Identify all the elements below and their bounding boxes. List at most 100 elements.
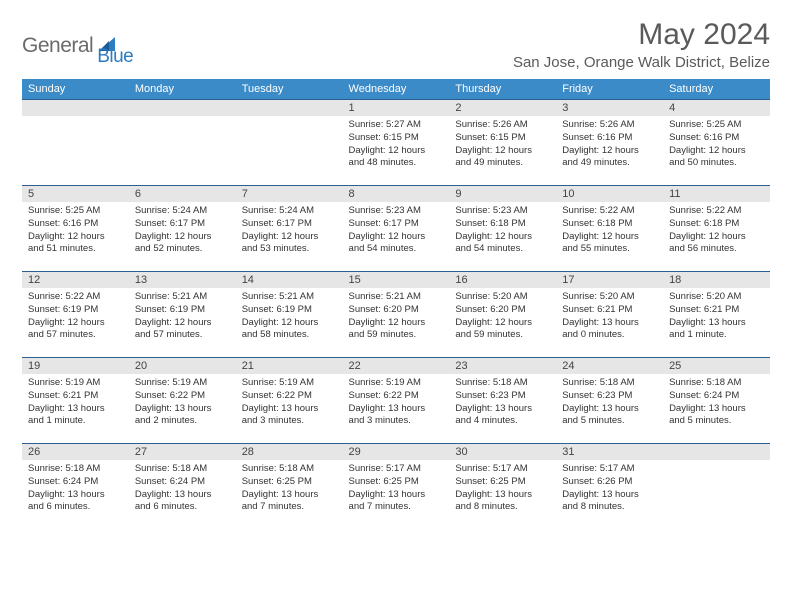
day-info: Sunrise: 5:18 AMSunset: 6:24 PMDaylight:…	[22, 460, 129, 516]
info-line: Sunset: 6:16 PM	[669, 132, 764, 145]
info-line: Daylight: 13 hours	[349, 489, 444, 502]
info-line: and 1 minute.	[28, 415, 123, 428]
info-line: Sunset: 6:19 PM	[135, 304, 230, 317]
info-line: Sunrise: 5:22 AM	[28, 291, 123, 304]
day-cell: 1Sunrise: 5:27 AMSunset: 6:15 PMDaylight…	[343, 100, 450, 186]
day-number: 2	[449, 100, 556, 116]
day-info: Sunrise: 5:21 AMSunset: 6:19 PMDaylight:…	[129, 288, 236, 344]
day-number: 30	[449, 444, 556, 460]
day-cell: 28Sunrise: 5:18 AMSunset: 6:25 PMDayligh…	[236, 444, 343, 530]
info-line: Daylight: 12 hours	[562, 145, 657, 158]
day-info: Sunrise: 5:22 AMSunset: 6:19 PMDaylight:…	[22, 288, 129, 344]
info-line: Daylight: 13 hours	[669, 403, 764, 416]
info-line: Daylight: 12 hours	[349, 317, 444, 330]
info-line: and 55 minutes.	[562, 243, 657, 256]
info-line: Sunset: 6:17 PM	[135, 218, 230, 231]
day-cell: 10Sunrise: 5:22 AMSunset: 6:18 PMDayligh…	[556, 186, 663, 272]
info-line: and 3 minutes.	[349, 415, 444, 428]
day-cell: 15Sunrise: 5:21 AMSunset: 6:20 PMDayligh…	[343, 272, 450, 358]
day-cell: 7Sunrise: 5:24 AMSunset: 6:17 PMDaylight…	[236, 186, 343, 272]
dayhead-thu: Thursday	[449, 79, 556, 100]
day-cell: 23Sunrise: 5:18 AMSunset: 6:23 PMDayligh…	[449, 358, 556, 444]
day-info: Sunrise: 5:20 AMSunset: 6:21 PMDaylight:…	[663, 288, 770, 344]
info-line: Daylight: 13 hours	[135, 489, 230, 502]
day-cell	[663, 444, 770, 530]
info-line: and 59 minutes.	[455, 329, 550, 342]
info-line: Sunrise: 5:18 AM	[242, 463, 337, 476]
day-number: 14	[236, 272, 343, 288]
day-cell: 24Sunrise: 5:18 AMSunset: 6:23 PMDayligh…	[556, 358, 663, 444]
day-cell: 31Sunrise: 5:17 AMSunset: 6:26 PMDayligh…	[556, 444, 663, 530]
info-line: Sunset: 6:22 PM	[135, 390, 230, 403]
day-cell: 13Sunrise: 5:21 AMSunset: 6:19 PMDayligh…	[129, 272, 236, 358]
info-line: Sunset: 6:21 PM	[562, 304, 657, 317]
week-row: 26Sunrise: 5:18 AMSunset: 6:24 PMDayligh…	[22, 444, 770, 530]
info-line: Daylight: 12 hours	[669, 231, 764, 244]
day-number	[663, 444, 770, 460]
day-cell: 16Sunrise: 5:20 AMSunset: 6:20 PMDayligh…	[449, 272, 556, 358]
day-number: 20	[129, 358, 236, 374]
info-line: Sunrise: 5:18 AM	[135, 463, 230, 476]
day-cell	[22, 100, 129, 186]
day-number: 8	[343, 186, 450, 202]
day-info: Sunrise: 5:19 AMSunset: 6:21 PMDaylight:…	[22, 374, 129, 430]
info-line: Daylight: 12 hours	[455, 145, 550, 158]
info-line: and 0 minutes.	[562, 329, 657, 342]
day-cell: 11Sunrise: 5:22 AMSunset: 6:18 PMDayligh…	[663, 186, 770, 272]
day-cell: 29Sunrise: 5:17 AMSunset: 6:25 PMDayligh…	[343, 444, 450, 530]
day-cell: 14Sunrise: 5:21 AMSunset: 6:19 PMDayligh…	[236, 272, 343, 358]
info-line: and 7 minutes.	[349, 501, 444, 514]
day-info: Sunrise: 5:17 AMSunset: 6:25 PMDaylight:…	[449, 460, 556, 516]
day-number: 6	[129, 186, 236, 202]
day-info: Sunrise: 5:23 AMSunset: 6:17 PMDaylight:…	[343, 202, 450, 258]
info-line: Sunrise: 5:22 AM	[669, 205, 764, 218]
info-line: Sunrise: 5:19 AM	[135, 377, 230, 390]
info-line: and 6 minutes.	[135, 501, 230, 514]
info-line: Sunset: 6:15 PM	[349, 132, 444, 145]
day-info: Sunrise: 5:23 AMSunset: 6:18 PMDaylight:…	[449, 202, 556, 258]
info-line: Sunrise: 5:21 AM	[242, 291, 337, 304]
day-number: 17	[556, 272, 663, 288]
logo-text-1: General	[22, 34, 93, 58]
day-info: Sunrise: 5:25 AMSunset: 6:16 PMDaylight:…	[22, 202, 129, 258]
day-cell: 18Sunrise: 5:20 AMSunset: 6:21 PMDayligh…	[663, 272, 770, 358]
day-cell: 17Sunrise: 5:20 AMSunset: 6:21 PMDayligh…	[556, 272, 663, 358]
info-line: and 5 minutes.	[669, 415, 764, 428]
info-line: Sunset: 6:25 PM	[455, 476, 550, 489]
dayhead-sat: Saturday	[663, 79, 770, 100]
day-cell: 4Sunrise: 5:25 AMSunset: 6:16 PMDaylight…	[663, 100, 770, 186]
day-number: 26	[22, 444, 129, 460]
day-number: 22	[343, 358, 450, 374]
info-line: Sunset: 6:17 PM	[349, 218, 444, 231]
info-line: Sunset: 6:22 PM	[242, 390, 337, 403]
day-number: 10	[556, 186, 663, 202]
info-line: and 56 minutes.	[669, 243, 764, 256]
info-line: and 52 minutes.	[135, 243, 230, 256]
day-info: Sunrise: 5:19 AMSunset: 6:22 PMDaylight:…	[129, 374, 236, 430]
info-line: Sunrise: 5:17 AM	[349, 463, 444, 476]
dayhead-fri: Friday	[556, 79, 663, 100]
day-info: Sunrise: 5:26 AMSunset: 6:16 PMDaylight:…	[556, 116, 663, 172]
info-line: Daylight: 13 hours	[562, 317, 657, 330]
calendar-table: Sunday Monday Tuesday Wednesday Thursday…	[22, 79, 770, 530]
info-line: and 49 minutes.	[455, 157, 550, 170]
day-info: Sunrise: 5:24 AMSunset: 6:17 PMDaylight:…	[236, 202, 343, 258]
day-info: Sunrise: 5:21 AMSunset: 6:19 PMDaylight:…	[236, 288, 343, 344]
info-line: Sunset: 6:25 PM	[349, 476, 444, 489]
info-line: Daylight: 13 hours	[562, 403, 657, 416]
info-line: Sunrise: 5:21 AM	[349, 291, 444, 304]
info-line: Sunrise: 5:25 AM	[28, 205, 123, 218]
day-cell: 5Sunrise: 5:25 AMSunset: 6:16 PMDaylight…	[22, 186, 129, 272]
day-number: 25	[663, 358, 770, 374]
info-line: and 50 minutes.	[669, 157, 764, 170]
info-line: Sunset: 6:19 PM	[242, 304, 337, 317]
info-line: Sunset: 6:18 PM	[455, 218, 550, 231]
info-line: Sunrise: 5:24 AM	[135, 205, 230, 218]
info-line: Sunrise: 5:17 AM	[562, 463, 657, 476]
day-number: 9	[449, 186, 556, 202]
info-line: Sunrise: 5:18 AM	[669, 377, 764, 390]
day-info: Sunrise: 5:26 AMSunset: 6:15 PMDaylight:…	[449, 116, 556, 172]
info-line: and 51 minutes.	[28, 243, 123, 256]
info-line: Sunset: 6:20 PM	[349, 304, 444, 317]
day-cell: 26Sunrise: 5:18 AMSunset: 6:24 PMDayligh…	[22, 444, 129, 530]
